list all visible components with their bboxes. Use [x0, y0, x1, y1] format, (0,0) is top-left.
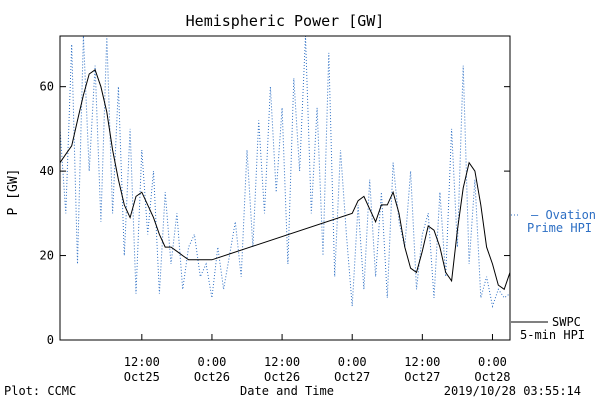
legend-swpc: SWPC 5-min HPI	[511, 315, 585, 342]
legend-ovation: — Ovation Prime HPI	[511, 208, 596, 235]
plot-frame	[59, 35, 511, 341]
legend-ovation-line2: Prime HPI	[527, 221, 592, 235]
x-tick-label-date-1: Oct26	[194, 370, 230, 384]
x-tick-label-time-4: 12:00	[404, 355, 440, 369]
x-axis-label: Date and Time	[240, 384, 334, 398]
x-tick-label-date-5: Oct28	[474, 370, 510, 384]
footer-timestamp: 2019/10/28 03:55:14	[444, 384, 581, 398]
x-tick-label-time-1: 0:00	[197, 355, 226, 369]
y-tick-label-60: 60	[40, 80, 54, 94]
y-tick-label-40: 40	[40, 164, 54, 178]
footer-plot-credit: Plot: CCMC	[4, 384, 76, 398]
x-tick-label-time-5: 0:00	[478, 355, 507, 369]
y-tick-label-20: 20	[40, 249, 54, 263]
y-tick-label-0: 0	[47, 333, 54, 347]
x-tick-label-time-2: 12:00	[264, 355, 300, 369]
x-tick-label-time-3: 0:00	[338, 355, 367, 369]
legend-swpc-line2: 5-min HPI	[520, 328, 585, 342]
chart-title: Hemispheric Power [GW]	[186, 12, 385, 30]
x-tick-label-date-2: Oct26	[264, 370, 300, 384]
x-tick-label-date-3: Oct27	[334, 370, 370, 384]
series-swpc-5min-hpi	[60, 69, 510, 291]
y-axis-label: P [GW]	[6, 169, 21, 216]
legend-swpc-line1: SWPC	[552, 315, 581, 329]
axis-layer: 020406012:00Oct250:00Oct2612:00Oct260:00…	[40, 80, 511, 384]
x-tick-label-date-4: Oct27	[404, 370, 440, 384]
legend-ovation-line1: — Ovation	[531, 208, 596, 222]
series-layer	[60, 36, 510, 309]
series-ovation-prime-hpi	[60, 36, 510, 309]
x-tick-label-time-0: 12:00	[124, 355, 160, 369]
x-tick-label-date-0: Oct25	[124, 370, 160, 384]
